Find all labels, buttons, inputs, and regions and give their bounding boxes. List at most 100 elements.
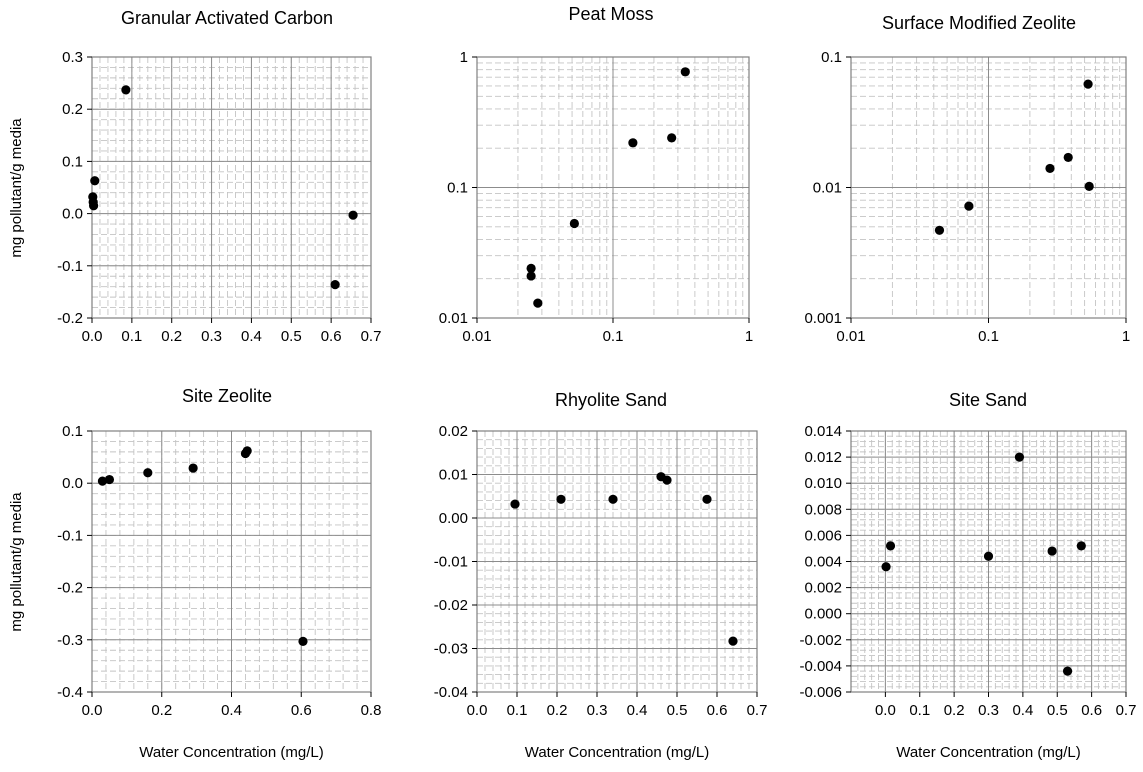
x-tick-label: 0.1: [603, 328, 624, 345]
y-tick-label: 0.0: [62, 206, 83, 223]
data-point: [964, 201, 974, 211]
data-point: [121, 85, 131, 95]
y-tick-label: 0.1: [447, 180, 468, 197]
x-tick-label: 0.7: [361, 328, 382, 345]
data-point: [983, 551, 994, 561]
y-axis-label-top-row: mg pollutant/g media: [8, 118, 25, 258]
chart-title: Peat Moss: [568, 4, 653, 24]
x-tick-label: 0.4: [241, 328, 262, 345]
chart-title: Rhyolite Sand: [555, 390, 667, 410]
x-tick-label: 0.4: [1012, 702, 1033, 719]
x-tick-label: 0.0: [82, 702, 103, 719]
data-point: [1083, 79, 1093, 89]
x-tick-label: 0.1: [978, 328, 999, 345]
y-axis-label-bottom-row: mg pollutant/g media: [8, 492, 25, 632]
x-tick-label: 0.8: [361, 702, 382, 719]
x-tick-label: 0.3: [201, 328, 222, 345]
data-point: [90, 176, 100, 186]
data-point: [1084, 181, 1094, 191]
data-point: [1045, 163, 1055, 174]
chart-panel-5: 0.0 0.1 0.2 0.3 0.4 0.5 0.6 0.7 -0.04 -0.03 -0.02 -…: [434, 390, 768, 761]
x-tick-label: 0.5: [667, 702, 688, 719]
y-tick-label: -0.01: [434, 554, 468, 571]
x-tick-label: 1: [745, 328, 753, 345]
y-tick-label: -0.4: [57, 684, 83, 701]
y-tick-label: 0.0: [62, 475, 83, 492]
y-tick-label: -0.02: [434, 597, 468, 614]
y-tick-label: -0.04: [434, 684, 468, 701]
x-axis-label: Water Concentration (mg/L): [525, 744, 710, 761]
data-point: [881, 562, 891, 572]
y-tick-label: 0.008: [804, 501, 842, 518]
y-tick-label: 0.01: [439, 310, 468, 327]
data-point: [1047, 546, 1057, 556]
data-point: [934, 225, 945, 235]
data-point: [526, 271, 536, 281]
data-point: [1063, 152, 1073, 163]
y-tick-label: 0.000: [804, 606, 842, 623]
y-tick-label: -0.1: [57, 527, 83, 544]
data-point: [662, 475, 672, 485]
x-tick-label: 0.0: [875, 702, 896, 719]
x-tick-label: 0.4: [221, 702, 242, 719]
data-point: [104, 474, 115, 485]
y-tick-label: 0.1: [62, 423, 83, 440]
y-tick-label: 0.002: [804, 580, 842, 597]
data-point: [242, 446, 252, 456]
data-point: [1062, 666, 1073, 676]
x-tick-label: 0.6: [291, 702, 312, 719]
x-tick-label: 0.6: [321, 328, 342, 345]
chart-panel-6: 0.0 0.1 0.2 0.3 0.4 0.5 0.6 0.7 -0.006 -0.004 -0.0…: [799, 390, 1136, 761]
y-tick-label: 0.1: [62, 153, 83, 170]
x-tick-label: 0.2: [944, 702, 965, 719]
x-tick-label: 0.01: [836, 328, 865, 345]
data-point: [728, 636, 738, 646]
y-tick-label: -0.03: [434, 641, 468, 658]
y-tick-label: 0.006: [804, 527, 842, 544]
y-tick-label: 0.012: [804, 449, 842, 466]
x-tick-label: 0.2: [161, 328, 182, 345]
data-point: [188, 463, 198, 473]
y-tick-label: -0.002: [799, 632, 842, 649]
y-tick-label: -0.1: [57, 258, 83, 275]
y-tick-label: 0.00: [439, 510, 468, 527]
x-tick-label: 1: [1122, 328, 1130, 345]
data-point: [556, 494, 566, 504]
x-tick-label: 0.01: [462, 328, 491, 345]
y-tick-label: 0.3: [62, 49, 83, 66]
y-tick-label: -0.006: [799, 684, 842, 701]
x-tick-label: 0.5: [1047, 702, 1068, 719]
x-tick-label: 0.6: [707, 702, 728, 719]
data-point: [885, 541, 896, 551]
y-tick-label: -0.2: [57, 310, 83, 327]
chart-panel-2: 0.01 0.1 1 0.01 0.1 1 Peat Moss: [439, 4, 753, 345]
x-tick-label: 0.7: [747, 702, 768, 719]
data-point: [569, 218, 579, 229]
y-tick-label: 0.014: [804, 423, 842, 440]
y-tick-label: 0.01: [813, 180, 842, 197]
data-point: [298, 636, 308, 646]
chart-panel-4: 0.0 0.2 0.4 0.6 0.8 -0.4 -0.3 -0.2 -0.1 0.0 0.1 Sit…: [57, 386, 381, 761]
x-tick-label: 0.2: [151, 702, 172, 719]
x-tick-label: 0.0: [467, 702, 488, 719]
x-tick-label: 0.3: [978, 702, 999, 719]
x-tick-label: 0.6: [1081, 702, 1102, 719]
y-tick-label: -0.2: [57, 580, 83, 597]
x-tick-label: 0.5: [281, 328, 302, 345]
y-tick-label: 0.010: [804, 475, 842, 492]
data-point: [330, 279, 340, 290]
y-tick-label: 0.001: [804, 310, 842, 327]
data-point: [533, 298, 543, 308]
x-tick-label: 0.1: [121, 328, 142, 345]
y-tick-label: -0.004: [799, 658, 842, 675]
x-tick-label: 0.0: [82, 328, 103, 345]
x-axis-label: Water Concentration (mg/L): [896, 744, 1081, 761]
y-tick-label: 0.02: [439, 423, 468, 440]
chart-title: Granular Activated Carbon: [121, 8, 333, 28]
panels-group: 0.0 0.1 0.2 0.3 0.4 0.5 0.6 0.7 -0.2 -0.1 0.0 0.1 0.…: [57, 4, 1136, 761]
data-point: [702, 494, 712, 504]
x-tick-label: 0.7: [1116, 702, 1137, 719]
y-tick-label: 0.1: [821, 49, 842, 66]
chart-title: Surface Modified Zeolite: [882, 13, 1076, 33]
data-point: [1076, 541, 1086, 551]
